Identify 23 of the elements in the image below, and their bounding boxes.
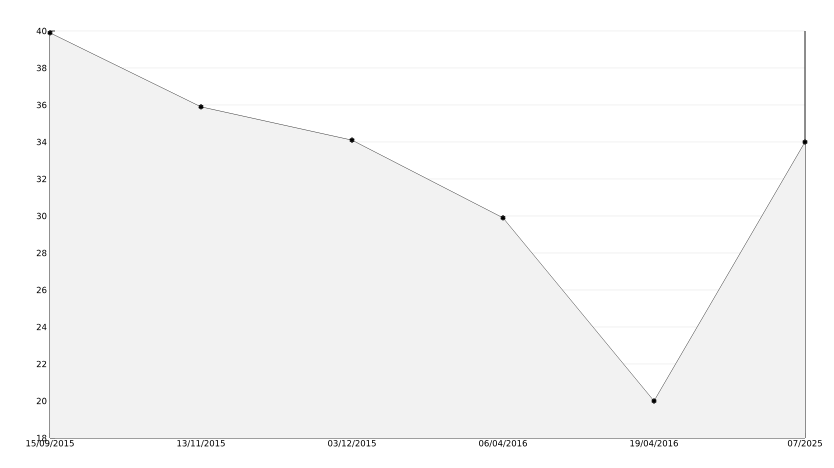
point [198, 103, 204, 110]
y-tick-label: 20 [36, 398, 46, 404]
y-tick-label: 30 [36, 212, 46, 220]
y-tick-label: 40 [36, 28, 46, 34]
x-tick-label: 15/09/2015 [26, 440, 74, 448]
y-tick-label: 36 [36, 102, 46, 108]
x-tick-label: 07/2025 [788, 440, 822, 448]
y-tick-label: 32 [36, 176, 46, 182]
x-tick-label: 03/12/2015 [328, 440, 376, 448]
y-tick-label: 28 [36, 250, 46, 256]
point [348, 136, 356, 144]
x-tick-label: 13/11/2015 [177, 440, 225, 448]
y-tick-label: 26 [36, 286, 46, 294]
point [802, 138, 808, 146]
x-tick-label: 06/04/2016 [479, 440, 527, 448]
y-tick-label: 38 [36, 64, 46, 72]
y-tick-label: 24 [36, 324, 47, 330]
point [500, 214, 506, 222]
x-tick-label: 19/04/2016 [630, 440, 678, 448]
y-tick-label: 22 [36, 360, 46, 368]
y-tick-label: 18 [37, 434, 46, 442]
y-tick-label: 34 [36, 138, 47, 146]
point [650, 398, 658, 404]
